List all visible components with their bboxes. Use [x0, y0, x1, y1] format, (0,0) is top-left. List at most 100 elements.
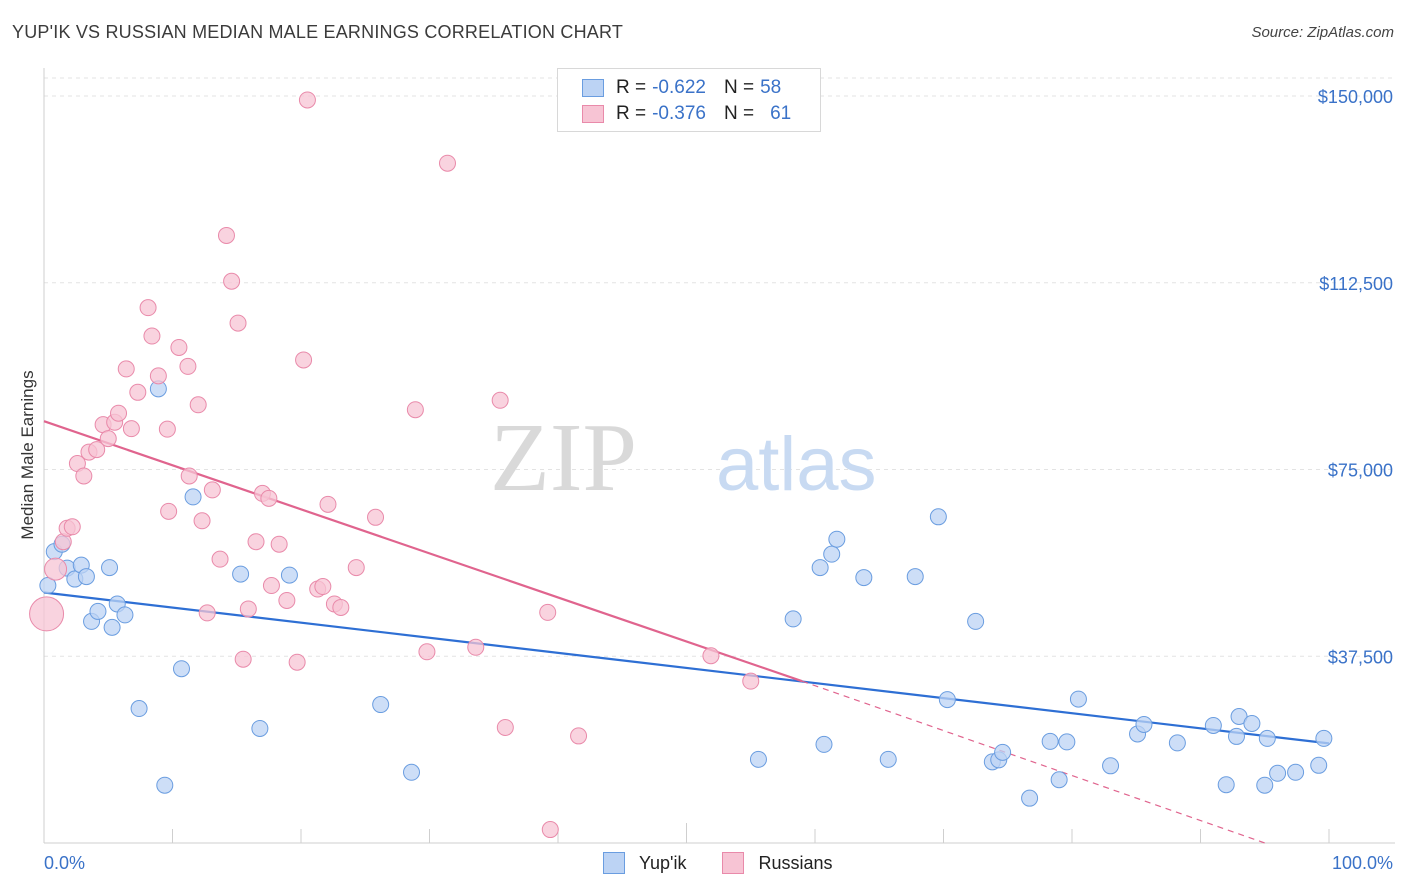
yupik-point — [232, 565, 250, 583]
yupik-trend-line — [43, 591, 1330, 745]
yupik-point — [172, 660, 190, 678]
russians-point — [496, 718, 514, 736]
russians-point — [539, 603, 557, 621]
russians-point — [247, 533, 265, 551]
russians-point — [203, 481, 221, 499]
legend-item-russians: Russians — [722, 852, 833, 874]
russians-point — [117, 360, 135, 378]
yupik-point — [280, 566, 298, 584]
data-points — [29, 91, 1333, 839]
yupik-point — [103, 618, 121, 636]
yupik-point — [1217, 776, 1235, 794]
watermark: ZIP atlas — [490, 404, 877, 512]
yupik-point — [1021, 789, 1039, 807]
legend-label-russians: Russians — [758, 852, 833, 873]
russians-point — [88, 441, 106, 459]
yupik-point — [403, 763, 421, 781]
russians-point — [418, 643, 436, 661]
russians-point — [149, 367, 167, 385]
russians-point — [278, 591, 296, 609]
russians-point — [702, 647, 720, 665]
russians-point — [223, 272, 241, 290]
russians-point — [234, 650, 252, 668]
russians-point — [229, 314, 247, 332]
russians-point — [110, 404, 128, 422]
yupik-point — [967, 612, 985, 630]
russians-point — [438, 154, 456, 172]
russians-point — [143, 327, 161, 345]
legend-r-label: R = — [616, 103, 647, 124]
russians-point — [367, 508, 385, 526]
russians-point — [198, 604, 216, 622]
legend-n-value: 58 — [760, 77, 782, 98]
series-legend: Yup'ik Russians — [603, 852, 869, 874]
stats-legend: R = -0.622 N = 58 R = -0.376 N = 61 — [557, 68, 821, 132]
russians-point — [189, 396, 207, 414]
yupik-point — [1310, 756, 1328, 774]
russians-point — [160, 502, 178, 520]
russians-point — [29, 596, 65, 632]
yupik-point — [749, 750, 767, 768]
yupik-point — [1050, 771, 1068, 789]
legend-swatch-russians — [722, 852, 745, 874]
yupik-point — [784, 610, 802, 628]
yupik-point — [101, 559, 119, 577]
yupik-point — [815, 735, 833, 753]
russians-point — [295, 351, 313, 369]
yupik-point — [994, 743, 1012, 761]
russians-point — [332, 598, 350, 616]
yupik-point — [130, 700, 148, 718]
russians-point — [742, 672, 760, 690]
yupik-point — [156, 776, 174, 794]
yupik-point — [1227, 727, 1245, 745]
russians-point — [129, 383, 147, 401]
russians-point — [491, 391, 509, 409]
yupik-point — [906, 568, 924, 586]
russians-point — [570, 727, 588, 745]
yupik-point — [1269, 764, 1287, 782]
russians-point — [217, 226, 235, 244]
yupik-point — [116, 606, 134, 624]
chart-title: YUP'IK VS RUSSIAN MEDIAN MALE EARNINGS C… — [12, 22, 624, 42]
yupik-point — [1102, 757, 1120, 775]
legend-row-russians: R = -0.376 N = 61 — [582, 102, 791, 126]
russians-point — [314, 578, 332, 596]
russians-point — [122, 420, 140, 438]
x-tick-label: 0.0% — [44, 853, 85, 873]
yupik-point — [89, 602, 107, 620]
legend-label-yupik: Yup'ik — [639, 852, 687, 873]
russians-point — [319, 495, 337, 513]
yupik-point — [811, 559, 829, 577]
russians-point — [158, 420, 176, 438]
russians-point — [170, 338, 188, 356]
legend-swatch-yupik — [603, 852, 625, 874]
yupik-point — [1315, 729, 1333, 747]
yupik-point — [938, 691, 956, 709]
yupik-point — [929, 508, 947, 526]
yupik-point — [1287, 763, 1305, 781]
y-tick-label: $75,000 — [1328, 461, 1393, 481]
russians-point — [406, 401, 424, 419]
yupik-point — [1058, 733, 1076, 751]
russians-trend-line — [43, 420, 803, 683]
legend-swatch-yupik — [582, 79, 604, 97]
russians-point — [75, 467, 93, 485]
yupik-point — [1258, 729, 1276, 747]
russians-point — [99, 430, 117, 448]
russians-point — [260, 489, 278, 507]
legend-row-yupik: R = -0.622 N = 58 — [582, 76, 781, 100]
russians-point — [139, 299, 157, 317]
russians-point — [239, 600, 257, 618]
yupik-point — [1069, 690, 1087, 708]
russians-point — [347, 559, 365, 577]
yupik-point — [1168, 734, 1186, 752]
yupik-point — [251, 719, 269, 737]
legend-n-label: N = — [723, 103, 755, 124]
yupik-point — [823, 545, 841, 563]
yupik-point — [879, 750, 897, 768]
russians-point — [262, 577, 280, 595]
legend-n-label: N = — [723, 77, 755, 98]
tick-labels: $37,500 $75,000 $112,500 $150,000 0.0% 100.0% — [44, 87, 1393, 873]
russians-trend-extension — [801, 680, 1265, 844]
